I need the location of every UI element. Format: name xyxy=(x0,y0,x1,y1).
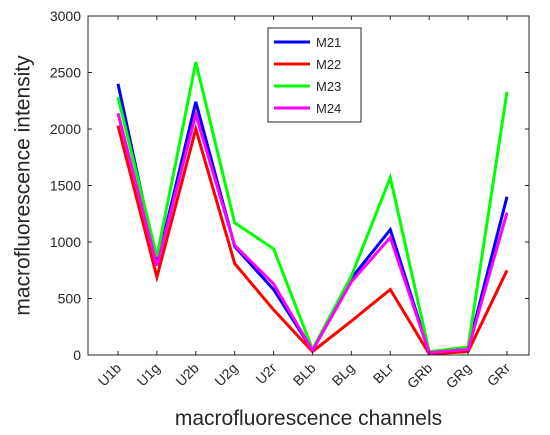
x-tick-label: BLb xyxy=(290,360,319,389)
y-tick-label: 2000 xyxy=(50,121,81,137)
y-tick-label: 0 xyxy=(73,347,81,363)
legend-label: M22 xyxy=(316,57,341,72)
legend-label: M23 xyxy=(316,79,341,94)
y-axis-label: macrofluorescence intensity xyxy=(11,55,34,316)
y-tick-label: 3000 xyxy=(50,8,81,24)
y-tick-label: 1500 xyxy=(50,178,81,194)
x-tick-label: BLr xyxy=(370,360,397,387)
x-tick-label: BLg xyxy=(329,360,358,389)
y-tick-label: 2500 xyxy=(50,65,81,81)
series-line-m21 xyxy=(116,83,509,355)
x-tick-label: GRb xyxy=(404,360,436,392)
x-tick-label: U1b xyxy=(95,360,125,390)
legend-label: M21 xyxy=(316,35,341,50)
x-axis-label: macrofluorescence channels xyxy=(175,407,442,430)
x-tick-label: GRr xyxy=(484,360,514,390)
legend-box xyxy=(267,27,362,123)
series-lines xyxy=(116,61,509,356)
x-tick-label: U1g xyxy=(134,360,163,389)
x-tick-label: U2b xyxy=(172,360,202,390)
y-tick-label: 1000 xyxy=(50,234,81,250)
series-line-m24 xyxy=(116,108,509,355)
x-tick-label: U2g xyxy=(211,360,240,389)
x-tick-label: U2r xyxy=(252,360,280,388)
y-tick-label: 500 xyxy=(58,291,82,307)
legend: M21 M22 M23 M24 xyxy=(267,27,362,123)
legend-label: M24 xyxy=(316,101,341,116)
x-tick-label: GRg xyxy=(443,360,475,392)
y-axis: 0 500 1000 1500 2000 2500 3000 xyxy=(50,8,529,363)
